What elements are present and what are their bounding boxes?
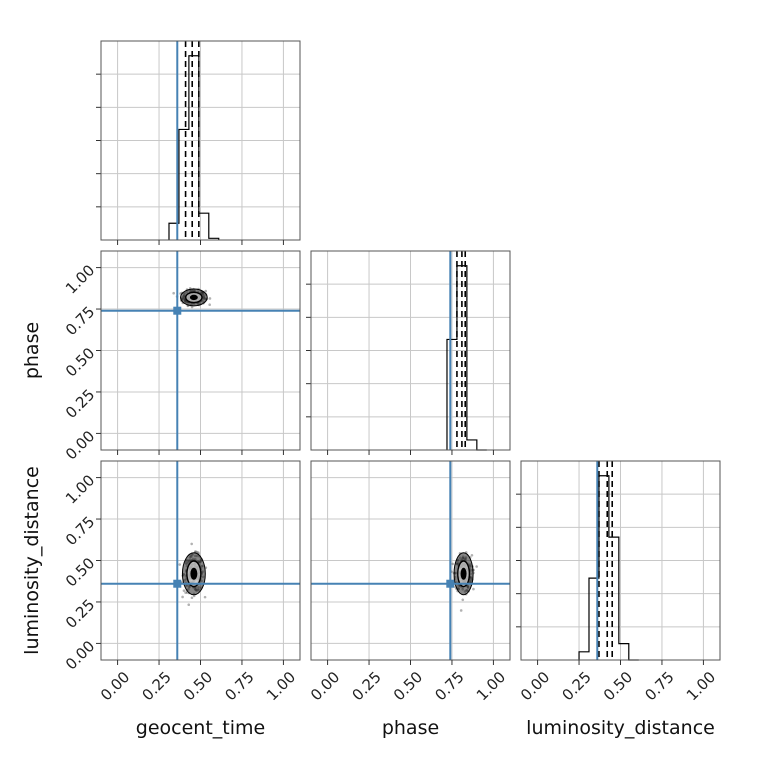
- y-tick-label: 0.00: [62, 637, 98, 673]
- scatter-panel-geocent_time-phase: [96, 250, 301, 455]
- x-tick-label: 0.00: [517, 668, 553, 704]
- injection-marker: [446, 579, 455, 588]
- x-axis-label-geocent_time: geocent_time: [136, 717, 265, 739]
- y-tick-label: 0.50: [62, 554, 98, 590]
- sample-point: [470, 553, 474, 557]
- x-tick-label: 0.50: [180, 668, 216, 704]
- histogram-luminosity_distance: [578, 475, 639, 661]
- sample-point: [190, 542, 193, 546]
- contour-inner: [190, 567, 198, 580]
- scatter-panel-phase-luminosity_distance: [310, 460, 511, 665]
- y-tick-label: 0.75: [62, 513, 98, 549]
- x-tick-label: 0.75: [641, 668, 677, 704]
- x-tick-label: 0.00: [307, 668, 343, 704]
- contour-inner: [189, 294, 198, 301]
- sample-point: [182, 589, 186, 592]
- x-tick-label: 0.50: [600, 668, 636, 704]
- y-tick-label: 1.00: [62, 471, 98, 507]
- sample-point: [187, 603, 191, 606]
- x-tick-label: 0.75: [431, 668, 467, 704]
- sample-point: [190, 305, 194, 309]
- sample-point: [208, 297, 212, 300]
- sample-point: [178, 563, 181, 566]
- sample-point: [194, 550, 197, 553]
- x-tick-label: 0.25: [558, 668, 594, 704]
- sample-point: [475, 565, 478, 568]
- y-axis-label-phase: phase: [21, 322, 43, 379]
- contour-inner: [460, 567, 467, 580]
- x-tick-label: 1.00: [683, 668, 719, 704]
- sample-point: [184, 591, 187, 594]
- x-axis-label-phase: phase: [382, 717, 439, 739]
- y-tick-label: 1.00: [62, 261, 98, 297]
- sample-point: [190, 596, 194, 600]
- y-tick-label: 0.25: [62, 596, 98, 632]
- sample-point: [472, 587, 475, 591]
- hist-panel-phase: [306, 250, 511, 455]
- sample-point: [451, 562, 455, 566]
- sample-point: [208, 303, 211, 306]
- sample-point: [203, 595, 207, 599]
- y-tick-label: 0.50: [62, 344, 98, 380]
- hist-panel-geocent_time: [96, 40, 301, 245]
- x-tick-label: 0.75: [221, 668, 257, 704]
- sample-point: [459, 609, 463, 612]
- sample-point: [172, 291, 175, 295]
- x-tick-label: 0.00: [97, 668, 133, 704]
- scatter-panel-geocent_time-luminosity_distance: [96, 460, 301, 665]
- y-tick-label: 0.75: [62, 303, 98, 339]
- hist-panel-luminosity_distance: [516, 460, 721, 665]
- sample-point: [197, 551, 200, 554]
- x-tick-label: 0.25: [138, 668, 174, 704]
- x-tick-label: 1.00: [473, 668, 509, 704]
- x-tick-label: 0.25: [348, 668, 384, 704]
- y-tick-label: 0.25: [62, 386, 98, 422]
- sample-point: [461, 598, 465, 602]
- x-tick-label: 1.00: [263, 668, 299, 704]
- y-tick-label: 0.00: [62, 427, 98, 463]
- injection-marker: [173, 579, 182, 588]
- x-tick-label: 0.50: [390, 668, 426, 704]
- sample-point: [181, 595, 184, 599]
- y-axis-label-luminosity_distance: luminosity_distance: [21, 466, 43, 655]
- sample-point: [204, 289, 208, 293]
- x-axis-label-luminosity_distance: luminosity_distance: [526, 717, 715, 739]
- injection-marker: [173, 306, 182, 315]
